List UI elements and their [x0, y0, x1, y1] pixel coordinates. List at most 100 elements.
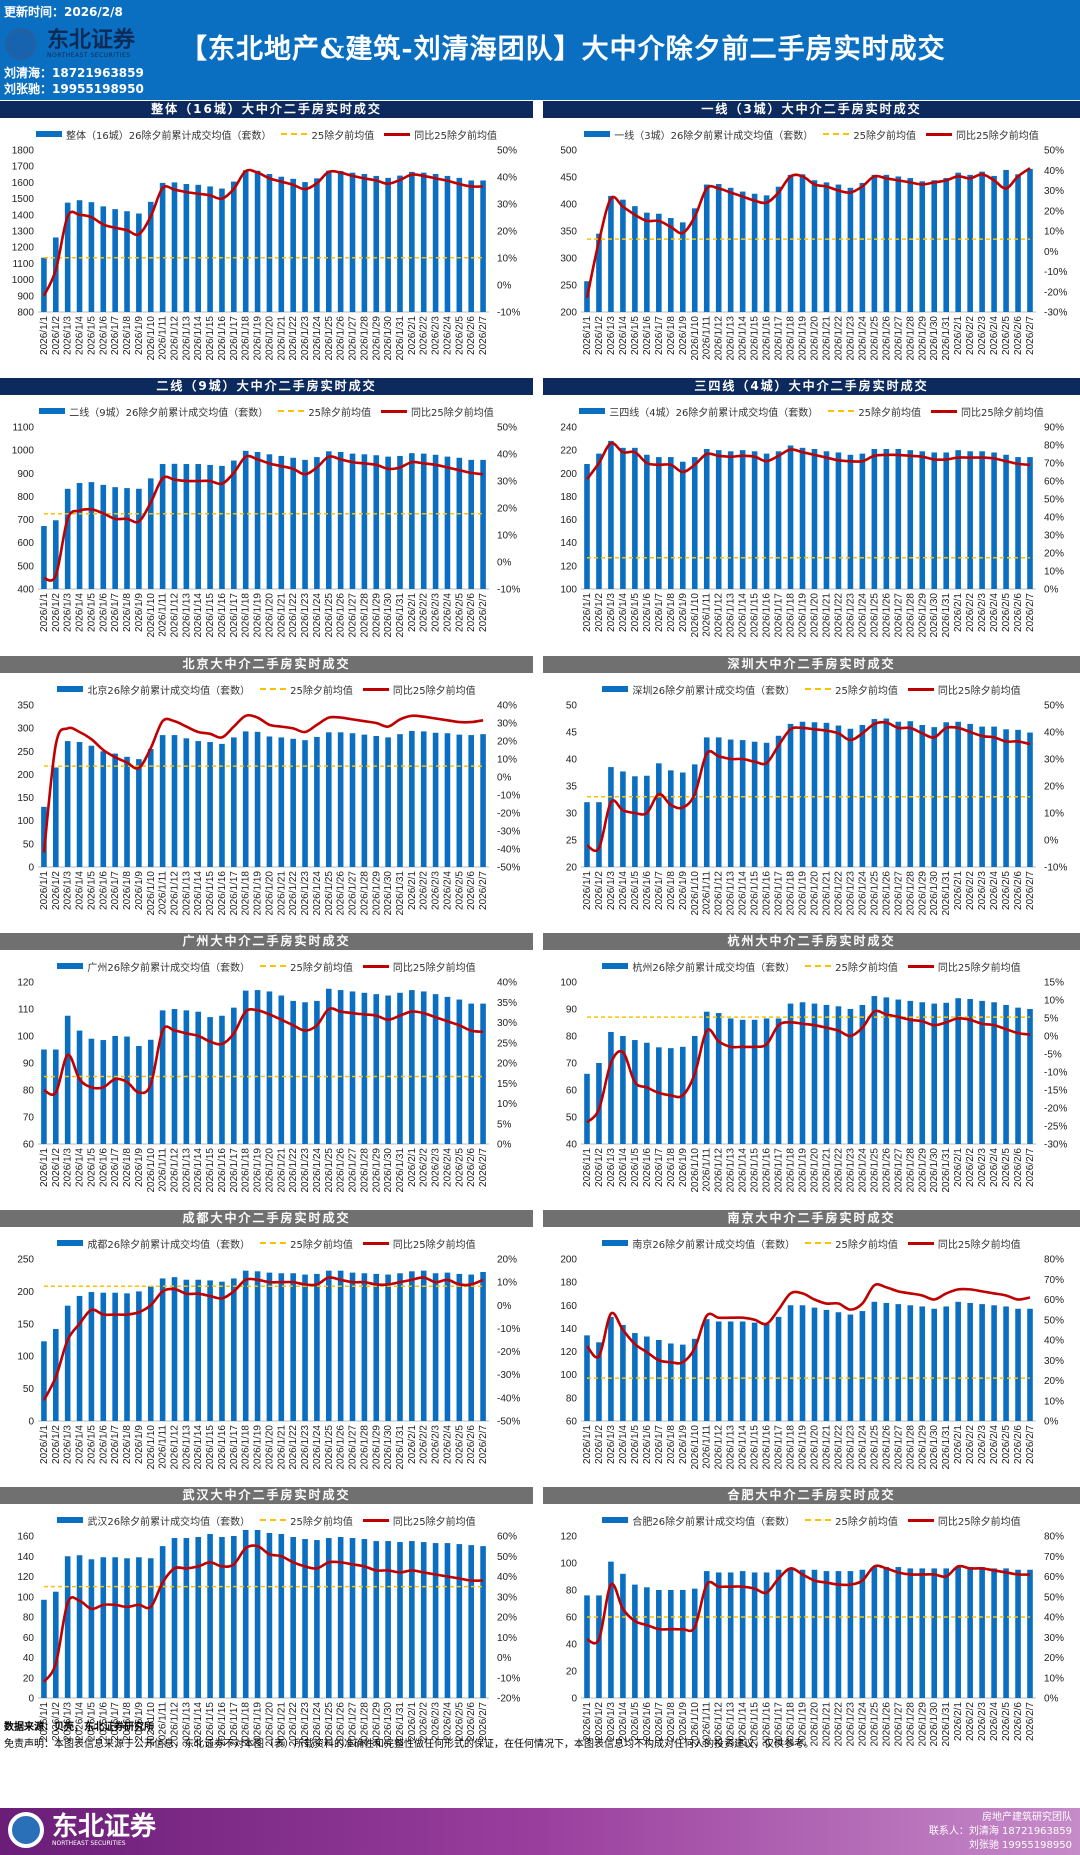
x-tick-label: 2026/1/23 — [845, 871, 856, 916]
x-tick-label: 2026/1/3 — [606, 1148, 617, 1187]
bar — [385, 177, 391, 312]
bar — [124, 1036, 130, 1144]
bar — [349, 172, 356, 312]
x-tick-label: 2026/1/19 — [253, 316, 264, 361]
y-tick-label: 300 — [560, 254, 577, 265]
x-tick-label: 2026/1/7 — [110, 871, 121, 910]
y-tick-label: 800 — [17, 492, 34, 503]
bar — [112, 487, 118, 589]
x-tick-label: 2026/1/6 — [98, 871, 109, 910]
x-tick-label: 2026/1/15 — [205, 593, 216, 638]
y-tick-label: 400 — [560, 200, 577, 211]
x-tick-label: 2026/2/7 — [1025, 1425, 1036, 1464]
y-tick-label: 500 — [560, 146, 577, 157]
y2-tick-label: 0% — [1044, 1032, 1059, 1043]
x-tick-label: 2026/1/17 — [774, 1425, 785, 1470]
x-tick-label: 2026/1/12 — [714, 593, 725, 638]
bar — [409, 1541, 415, 1698]
x-tick-label: 2026/2/1 — [953, 1702, 964, 1741]
y2-tick-label: 30% — [497, 477, 517, 488]
bar — [727, 187, 734, 312]
x-tick-label: 2026/1/28 — [905, 1425, 916, 1470]
x-tick-label: 2026/1/1 — [582, 1148, 593, 1187]
legend-avg: 25除夕前均值 — [260, 1513, 353, 1528]
x-tick-label: 2026/1/17 — [774, 593, 785, 638]
legend-line-label: 同比25除夕前均值 — [392, 1516, 476, 1528]
bar — [739, 1321, 746, 1421]
legend-bar: 南京26除夕前累计成交均值（套数） — [602, 1236, 795, 1251]
bar — [847, 187, 854, 312]
x-tick-label: 2026/1/13 — [181, 1702, 192, 1747]
x-tick-label: 2026/2/1 — [407, 871, 418, 910]
bar — [883, 1302, 890, 1421]
x-tick-label: 2026/1/9 — [134, 593, 145, 632]
chart-legend: 整体（16城）26除夕前累计成交均值（套数） 25除夕前均值 同比25除夕前均值 — [0, 124, 533, 144]
x-tick-label: 2026/1/20 — [809, 1425, 820, 1470]
bar — [823, 1004, 830, 1144]
chart-legend: 武汉26除夕前累计成交均值（套数） 25除夕前均值 同比25除夕前均值 — [0, 1510, 533, 1530]
legend-bar-label: 一线（3城）26除夕前累计成交均值（套数） — [614, 130, 814, 142]
bar — [799, 174, 806, 312]
x-tick-label: 2026/1/2 — [51, 316, 62, 355]
bar — [931, 1568, 938, 1698]
x-tick-label: 2026/1/9 — [678, 1702, 689, 1741]
y-tick-label: 220 — [560, 446, 577, 457]
bar — [278, 1273, 285, 1421]
bar — [231, 460, 237, 589]
y2-tick-label: 40% — [497, 978, 517, 989]
legend-bar: 北京26除夕前累计成交均值（套数） — [57, 682, 250, 697]
x-tick-label: 2026/2/2 — [419, 1702, 430, 1741]
x-tick-label: 2026/1/16 — [217, 1148, 228, 1193]
x-tick-label: 2026/2/3 — [431, 316, 442, 355]
bar — [171, 735, 178, 867]
y2-tick-label: 40% — [497, 1572, 517, 1583]
bar — [171, 463, 178, 589]
x-tick-label: 2026/2/6 — [1013, 316, 1024, 355]
x-tick-label: 2026/2/5 — [1001, 1702, 1012, 1741]
x-tick-label: 2026/1/19 — [798, 1702, 809, 1747]
bar — [1027, 1308, 1033, 1421]
x-tick-label: 2026/2/6 — [466, 1425, 477, 1464]
bar — [171, 1277, 178, 1421]
bar — [302, 740, 308, 867]
x-tick-label: 2026/1/25 — [869, 871, 880, 916]
x-tick-label: 2026/1/24 — [312, 1702, 323, 1747]
bar — [219, 1537, 225, 1698]
bar — [266, 736, 273, 867]
y2-tick-label: 20% — [497, 737, 517, 748]
legend-bar: 武汉26除夕前累计成交均值（套数） — [57, 1513, 250, 1528]
x-tick-label: 2026/1/6 — [98, 316, 109, 355]
bar — [955, 998, 961, 1144]
bar — [88, 202, 95, 312]
x-tick-label: 2026/1/30 — [929, 1425, 940, 1470]
bar — [53, 520, 59, 589]
bar — [147, 1558, 154, 1698]
bar — [88, 745, 95, 867]
bar — [931, 1308, 938, 1421]
x-tick-label: 2026/2/5 — [454, 871, 465, 910]
x-tick-label: 2026/1/11 — [158, 316, 169, 360]
x-tick-label: 2026/1/17 — [229, 1702, 240, 1747]
x-tick-label: 2026/2/1 — [407, 1425, 418, 1464]
chart-title: 整体（16城）大中介二手房实时成交 — [0, 101, 533, 118]
legend-bar: 广州26除夕前累计成交均值（套数） — [57, 959, 250, 974]
x-tick-label: 2026/1/13 — [181, 1148, 192, 1193]
x-tick-label: 2026/1/4 — [618, 593, 629, 632]
x-tick-label: 2026/1/8 — [122, 593, 133, 632]
legend-avg-swatch — [823, 133, 850, 135]
y-tick-label: 100 — [560, 585, 577, 596]
bar — [361, 1273, 368, 1421]
y2-tick-label: 50% — [1044, 146, 1064, 157]
legend-line-swatch — [362, 687, 389, 691]
bar — [183, 1279, 190, 1421]
bar — [715, 1572, 722, 1698]
y-tick-label: 70 — [566, 1059, 578, 1070]
bar — [76, 1030, 83, 1144]
bar — [656, 1340, 662, 1421]
x-tick-label: 2026/1/8 — [122, 1702, 133, 1741]
bar — [823, 182, 830, 312]
x-tick-label: 2026/1/31 — [395, 871, 406, 916]
x-tick-label: 2026/1/23 — [845, 593, 856, 638]
y2-tick-label: 10% — [497, 1099, 517, 1110]
x-tick-label: 2026/1/31 — [395, 316, 406, 361]
